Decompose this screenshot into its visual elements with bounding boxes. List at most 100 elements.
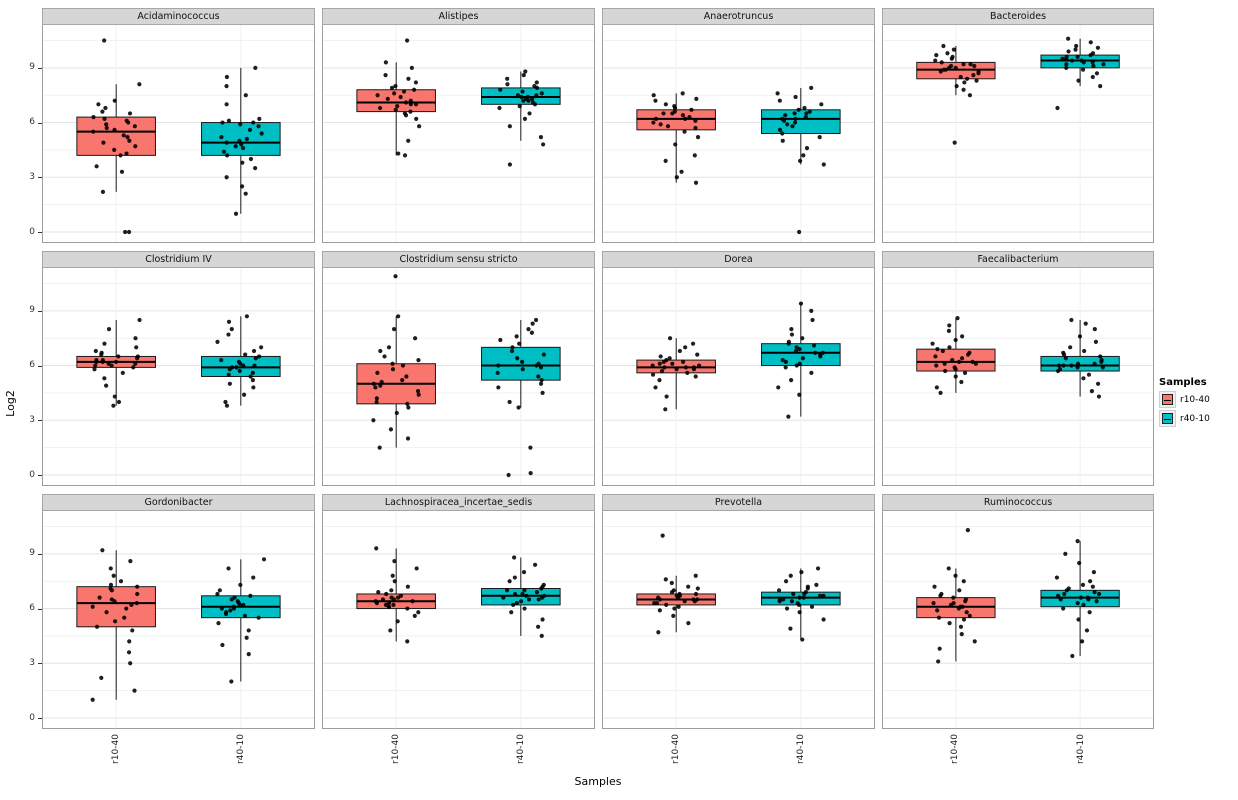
data-point (509, 610, 514, 615)
data-point (119, 169, 125, 174)
data-point (946, 328, 952, 334)
data-point (256, 124, 261, 129)
data-point (220, 120, 225, 125)
data-point (795, 600, 800, 606)
data-point (955, 316, 960, 321)
data-point (937, 646, 942, 651)
data-point (797, 392, 802, 397)
y-tick-label: 6 (29, 360, 35, 370)
data-point (394, 410, 399, 416)
facet-panel (42, 25, 315, 243)
data-point (814, 582, 819, 587)
data-point (406, 76, 411, 81)
data-point (509, 348, 515, 354)
data-point (521, 569, 527, 575)
data-point (393, 274, 398, 279)
y-tick-label: 3 (29, 171, 35, 182)
data-point (520, 591, 525, 597)
data-point (219, 606, 224, 611)
data-point (540, 390, 545, 396)
data-point (219, 135, 224, 140)
data-point (108, 582, 114, 587)
data-point (251, 385, 256, 390)
data-point (118, 153, 123, 158)
data-point (530, 321, 535, 326)
data-point (788, 573, 793, 578)
data-point (691, 597, 696, 602)
x-tick-label: r40-10 (1075, 734, 1086, 764)
data-point (663, 102, 668, 107)
data-point (961, 617, 967, 622)
data-point (390, 367, 396, 372)
data-point (664, 357, 669, 363)
data-point (964, 76, 970, 81)
data-point (512, 575, 517, 580)
data-point (541, 582, 546, 587)
data-point (517, 104, 522, 109)
jitter-points-r40-10 (1055, 317, 1105, 399)
data-point (1068, 345, 1073, 350)
data-point (1101, 62, 1106, 67)
y-tick-mark (38, 553, 42, 555)
data-point (97, 595, 102, 600)
facet-Bacteroides: Bacteroides (882, 8, 1154, 243)
data-point (226, 118, 232, 123)
data-point (810, 317, 815, 323)
boxplot-key-icon (1162, 413, 1173, 424)
data-point (239, 142, 244, 147)
data-point (679, 169, 684, 174)
data-point (1092, 590, 1097, 595)
facet-panel (42, 268, 315, 486)
data-point (518, 599, 524, 604)
data-point (933, 354, 938, 359)
data-point (406, 405, 411, 410)
data-point (783, 579, 789, 584)
data-point (534, 93, 539, 98)
data-point (133, 144, 138, 149)
data-point (400, 378, 405, 383)
data-point (1064, 62, 1069, 67)
data-point (124, 118, 129, 123)
data-point (215, 339, 220, 344)
data-point (790, 124, 795, 129)
data-point (523, 69, 528, 74)
data-point (514, 600, 519, 606)
data-point (416, 357, 421, 363)
data-point (122, 615, 127, 620)
data-point (963, 597, 969, 602)
panel-svg (883, 268, 1153, 485)
data-point (967, 93, 973, 98)
facet-strip: Acidaminococcus (42, 8, 315, 25)
data-point (775, 91, 780, 96)
data-point (931, 600, 936, 606)
facet-Faecalibacterium: Faecalibacterium (882, 251, 1154, 486)
data-point (402, 153, 408, 158)
data-point (505, 82, 510, 87)
data-point (936, 659, 941, 664)
y-tick-label: 0 (29, 226, 35, 237)
data-point (1074, 43, 1079, 49)
data-point (677, 591, 682, 597)
data-point (259, 131, 264, 136)
facet-strip: Clostridium IV (42, 251, 315, 268)
data-point (1061, 350, 1066, 355)
data-point (1064, 54, 1069, 60)
data-point (495, 370, 500, 375)
data-point (99, 350, 104, 355)
data-point (683, 365, 688, 370)
data-point (510, 345, 515, 350)
data-point (672, 606, 677, 611)
data-point (229, 679, 234, 684)
data-point (965, 528, 970, 533)
data-point (109, 363, 114, 368)
data-point (498, 87, 503, 92)
data-point (800, 336, 805, 341)
data-point (137, 317, 142, 323)
y-tick-label: 0 (29, 469, 35, 480)
data-point (1095, 45, 1101, 50)
jitter-points-r10-40 (651, 91, 701, 185)
data-point (133, 336, 138, 341)
data-point (398, 94, 403, 100)
data-point (132, 124, 137, 129)
